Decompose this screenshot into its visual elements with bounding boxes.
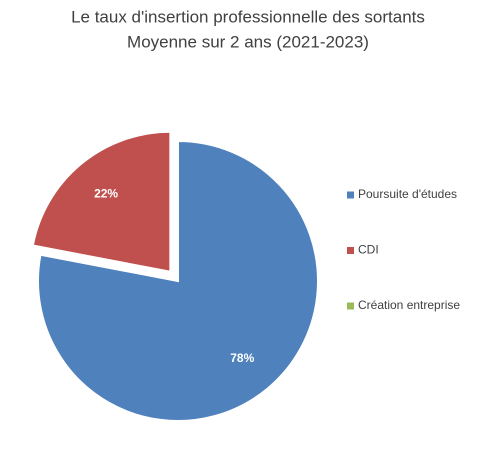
- legend-marker: [347, 191, 354, 199]
- value-label: 22%: [94, 186, 118, 200]
- chart-subtitle: Moyenne sur 2 ans (2021-2023): [127, 32, 369, 51]
- value-label: 78%: [230, 351, 254, 365]
- pie-slice: [37, 139, 319, 422]
- legend-label: CDI: [358, 243, 379, 257]
- legend-marker: [347, 302, 354, 310]
- pie-slice: [31, 130, 172, 273]
- chart-title: Le taux d'insertion professionnelle des …: [71, 7, 425, 26]
- legend-label: Création entreprise: [358, 298, 460, 312]
- legend-label: Poursuite d'études: [358, 187, 457, 201]
- legend-marker: [347, 247, 354, 254]
